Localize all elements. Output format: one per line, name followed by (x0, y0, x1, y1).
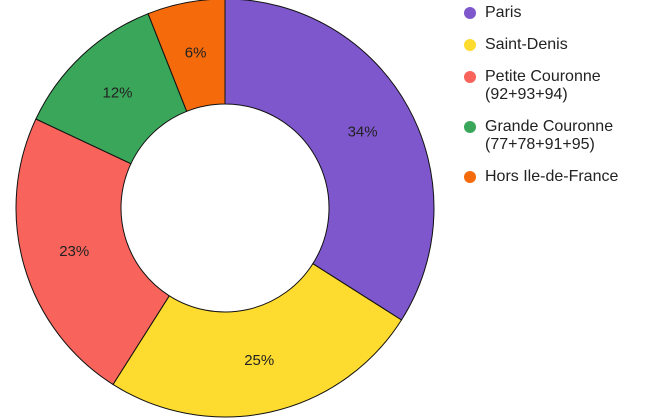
slice (224, 0, 435, 321)
legend-swatch (464, 7, 476, 19)
legend-item: Grande Couronne (77+78+91+95) (462, 118, 618, 154)
slice-label: 12% (103, 85, 133, 102)
legend-label: Petite Couronne (92+93+94) (485, 68, 601, 103)
slice-label: 34% (348, 123, 378, 140)
slice (147, 0, 226, 112)
legend-item: Hors Ile-de-France (462, 168, 618, 186)
chart: 34% 25% 23% 12% 6% (15, 0, 435, 418)
legend-label: Hors Ile-de-France (485, 168, 619, 185)
legend-swatch (464, 71, 476, 83)
slice (112, 263, 403, 418)
legend-item: Petite Couronne (92+93+94) (462, 68, 618, 104)
slice-label: 6% (185, 45, 207, 62)
slice (15, 118, 170, 386)
legend-item: Saint-Denis (462, 36, 618, 54)
legend: Paris Saint-Denis Petite Couronne (92+93+9… (462, 4, 618, 186)
legend-swatch (464, 39, 476, 51)
legend-label: Saint-Denis (485, 36, 568, 53)
legend-label: Paris (485, 4, 522, 21)
legend-item: Paris (462, 4, 618, 22)
legend-swatch (464, 171, 476, 183)
legend-swatch (464, 121, 476, 133)
legend-label: Grande Couronne (77+78+91+95) (485, 118, 614, 153)
slice-label: 25% (244, 352, 274, 369)
slice-label: 23% (59, 243, 89, 260)
